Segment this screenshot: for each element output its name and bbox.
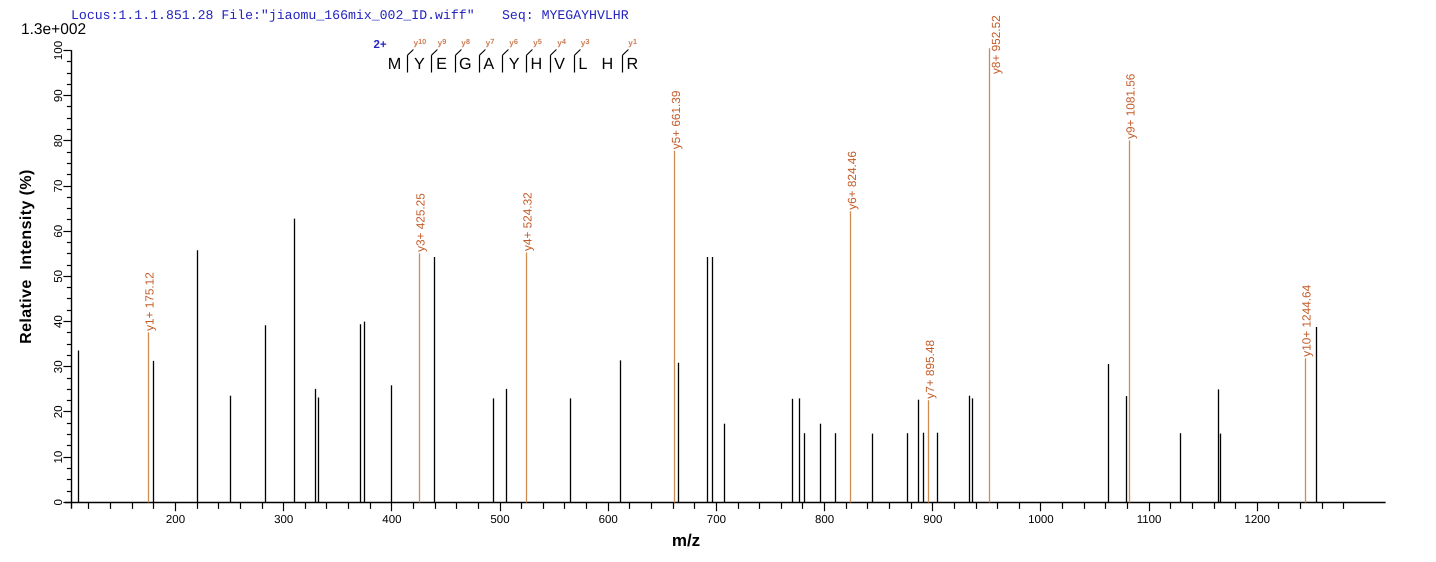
svg-text:M: M: [388, 55, 401, 73]
svg-text:y10: y10: [414, 37, 427, 47]
svg-text:2+: 2+: [374, 39, 387, 51]
svg-text:700: 700: [707, 514, 726, 526]
svg-text:400: 400: [382, 514, 401, 526]
svg-text:200: 200: [166, 514, 185, 526]
svg-text:G: G: [459, 55, 472, 73]
svg-text:y6+ 824.46: y6+ 824.46: [845, 151, 859, 210]
svg-text:40: 40: [53, 315, 65, 328]
svg-text:y8+ 952.52: y8+ 952.52: [989, 15, 1003, 74]
svg-text:y5: y5: [533, 37, 542, 47]
svg-text:H: H: [531, 55, 543, 73]
svg-text:y7: y7: [486, 37, 495, 47]
svg-text:y5+ 661.39: y5+ 661.39: [669, 91, 683, 150]
svg-text:90: 90: [53, 89, 65, 102]
svg-text:20: 20: [53, 406, 65, 419]
svg-text:y4+ 524.32: y4+ 524.32: [520, 192, 534, 251]
svg-text:y8: y8: [461, 37, 470, 47]
svg-text:Locus:1.1.1.851.28 File:"jiaom: Locus:1.1.1.851.28 File:"jiaomu_166mix_0…: [71, 8, 475, 23]
svg-text:y4: y4: [557, 37, 567, 47]
svg-text:Relative Intensity (%): Relative Intensity (%): [18, 169, 35, 344]
svg-text:m/z: m/z: [672, 531, 700, 550]
svg-text:1.3e+002: 1.3e+002: [21, 21, 86, 38]
svg-text:y1+ 175.12: y1+ 175.12: [143, 272, 157, 331]
svg-text:900: 900: [923, 514, 942, 526]
svg-text:R: R: [627, 55, 639, 73]
svg-text:1200: 1200: [1245, 514, 1271, 526]
svg-text:Y: Y: [414, 55, 425, 73]
svg-text:L: L: [578, 55, 587, 73]
svg-text:500: 500: [490, 514, 509, 526]
svg-text:70: 70: [53, 180, 65, 193]
svg-text:y6: y6: [509, 37, 518, 47]
svg-text:y10+ 1244.64: y10+ 1244.64: [1300, 284, 1314, 356]
svg-text:y9+ 1081.56: y9+ 1081.56: [1123, 73, 1137, 139]
svg-text:y7+ 895.48: y7+ 895.48: [923, 340, 937, 399]
svg-text:1000: 1000: [1028, 514, 1054, 526]
svg-text:y3: y3: [581, 37, 590, 47]
svg-text:10: 10: [53, 451, 65, 464]
svg-text:Seq: MYEGAYHVLHR: Seq: MYEGAYHVLHR: [502, 8, 629, 23]
svg-text:H: H: [601, 55, 613, 73]
svg-text:80: 80: [53, 135, 65, 148]
svg-text:600: 600: [599, 514, 618, 526]
svg-text:y9: y9: [438, 37, 447, 47]
svg-text:A: A: [483, 55, 494, 73]
svg-text:60: 60: [53, 225, 65, 238]
svg-text:30: 30: [53, 360, 65, 373]
svg-text:y3+ 425.25: y3+ 425.25: [413, 193, 427, 252]
svg-text:800: 800: [815, 514, 834, 526]
svg-text:E: E: [436, 55, 447, 73]
svg-text:50: 50: [53, 270, 65, 283]
svg-text:V: V: [554, 55, 565, 73]
svg-text:300: 300: [274, 514, 293, 526]
svg-text:1100: 1100: [1137, 514, 1162, 526]
svg-text:y1: y1: [628, 37, 637, 47]
svg-text:100: 100: [53, 41, 65, 60]
svg-text:Y: Y: [509, 55, 520, 73]
svg-text:0: 0: [53, 499, 65, 505]
